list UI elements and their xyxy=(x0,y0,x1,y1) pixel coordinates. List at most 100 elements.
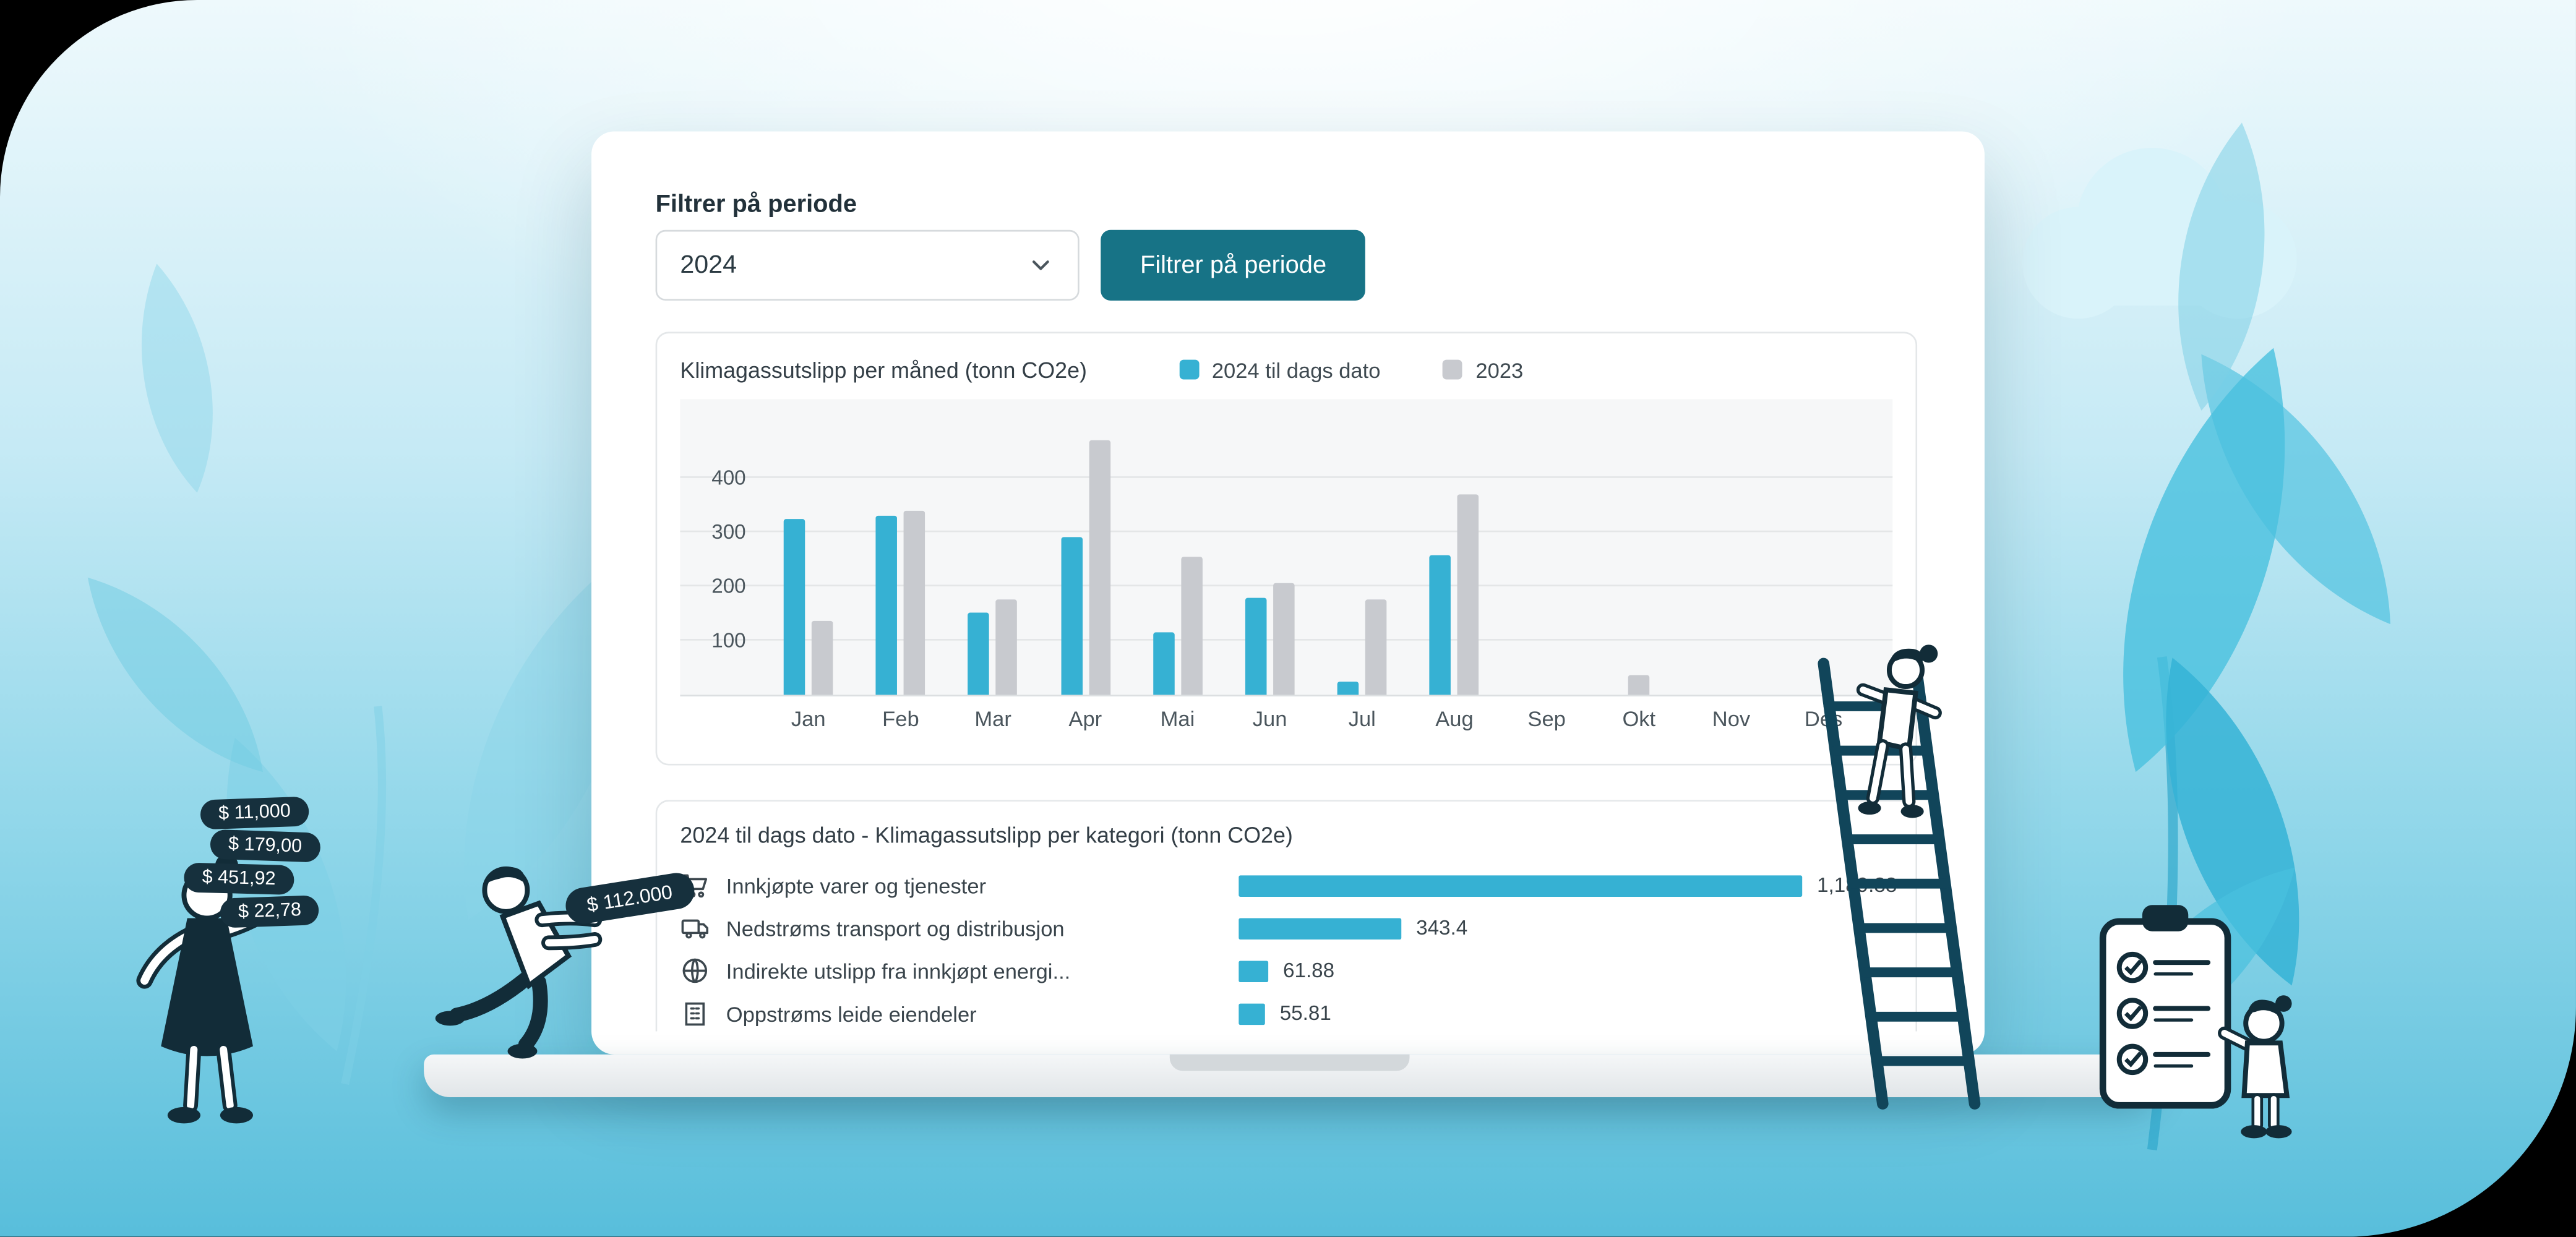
bar-2024-Jan xyxy=(783,519,805,695)
category-label: Indirekte utslipp fra innkjøpt energi... xyxy=(726,958,1071,983)
price-tag: $ 22,78 xyxy=(220,895,320,928)
bar-2024-Jul xyxy=(1337,682,1359,695)
x-tick-Feb: Feb xyxy=(882,706,919,731)
category-row: Innkjøpte varer og tjenester1,189.88 xyxy=(680,864,1897,907)
legend-item: 2024 til dags dato xyxy=(1179,357,1381,382)
price-tag: $ 451,92 xyxy=(183,862,294,895)
legend-label: 2024 til dags dato xyxy=(1211,357,1381,382)
category-row: Oppstrøms leide eiendeler 55.81 xyxy=(680,992,1892,1032)
monthly-chart-title: Klimagassutslipp per måned (tonn CO2e) xyxy=(680,357,1088,382)
bar-2023-Jun xyxy=(1273,583,1295,695)
legend-item: 2023 xyxy=(1443,357,1523,382)
monthly-emissions-card: Klimagassutslipp per måned (tonn CO2e) 2… xyxy=(655,332,1918,766)
legend-label: 2023 xyxy=(1475,357,1524,382)
building-icon xyxy=(680,999,710,1029)
bar-2023-Aug xyxy=(1458,494,1479,695)
laptop-base xyxy=(424,1054,2156,1097)
leaf-decoration-left xyxy=(60,258,779,1117)
bar-cell-Apr xyxy=(1039,399,1131,695)
category-chart-title: 2024 til dags dato - Klimagassutslipp pe… xyxy=(680,823,1293,848)
bar-2024-Mai xyxy=(1153,632,1175,695)
bar-2023-Mai xyxy=(1180,557,1203,695)
x-tick-Okt: Okt xyxy=(1622,706,1656,731)
x-tick-Sep: Sep xyxy=(1527,706,1566,731)
category-bar xyxy=(1239,875,1803,896)
bar-2024-Mar xyxy=(968,612,990,695)
price-tag-stack: $ 11,000 $ 179,00 $ 451,92 $ 22,78 xyxy=(183,796,320,928)
bar-cell-Feb xyxy=(854,399,947,695)
category-bar xyxy=(1239,917,1402,939)
x-tick-Nov: Nov xyxy=(1712,706,1751,731)
globe-icon xyxy=(680,956,710,986)
x-tick-Jan: Jan xyxy=(791,706,826,731)
gridline-300 xyxy=(680,530,1893,533)
bar-group-Feb xyxy=(876,510,925,695)
category-bar xyxy=(1239,960,1269,982)
laptop-screen: Filtrer på periode 2024 Filtrer på perio… xyxy=(591,131,1985,1055)
bar-group-Apr xyxy=(1060,440,1110,695)
x-tick-Jul: Jul xyxy=(1348,706,1376,731)
laptop-notch xyxy=(1169,1054,1410,1071)
x-tick-Mai: Mai xyxy=(1160,706,1195,731)
filter-button[interactable]: Filtrer på periode xyxy=(1101,229,1366,301)
bar-chart-plot: 100 200 300 400 xyxy=(680,399,1893,696)
y-tick-300: 300 xyxy=(711,520,746,544)
legend-swatch-icon xyxy=(1443,359,1463,380)
period-dropdown[interactable]: 2024 xyxy=(655,229,1080,301)
bar-cell-Nov xyxy=(1685,399,1777,695)
bar-2023-Mar xyxy=(996,599,1018,695)
bar-cell-Jan xyxy=(762,399,854,695)
bar-2023-Okt xyxy=(1628,675,1650,695)
category-row: Indirekte utslipp fra innkjøpt energi...… xyxy=(680,949,1892,992)
bar-cell-Okt xyxy=(1593,399,1685,695)
category-row-list: Innkjøpte varer og tjenester1,189.88Neds… xyxy=(680,864,1897,1032)
chevron-down-icon xyxy=(1032,260,1049,270)
bar-series xyxy=(762,399,1870,695)
monthly-card-header: Klimagassutslipp per måned (tonn CO2e) 2… xyxy=(680,355,1892,385)
category-label: Oppstrøms leide eiendeler xyxy=(726,1001,977,1026)
bar-group-Jun xyxy=(1245,583,1295,695)
y-tick-100: 100 xyxy=(711,629,746,653)
x-tick-Mar: Mar xyxy=(974,706,1011,731)
bar-2023-Jan xyxy=(812,620,833,695)
category-bar xyxy=(1239,1003,1265,1024)
bar-2023-Feb xyxy=(904,510,925,695)
price-tag: $ 11,000 xyxy=(200,796,309,830)
category-value: 61.88 xyxy=(1283,959,1335,983)
truck-icon xyxy=(680,914,710,943)
x-tick-Apr: Apr xyxy=(1068,706,1102,731)
x-tick-Jun: Jun xyxy=(1252,706,1287,731)
x-tick-Aug: Aug xyxy=(1435,706,1474,731)
category-label: Nedstrøms transport og distribusjon xyxy=(726,915,1065,941)
category-label: Innkjøpte varer og tjenester xyxy=(726,873,987,898)
bar-cell-Mai xyxy=(1131,399,1224,695)
bar-2024-Apr xyxy=(1060,537,1082,695)
bar-2023-Jul xyxy=(1365,599,1387,695)
category-emissions-card: 2024 til dags dato - Klimagassutslipp pe… xyxy=(655,800,1918,1032)
bar-group-Aug xyxy=(1430,494,1479,695)
x-axis-labels: Jan Feb Mar Apr Mai Jun Jul Aug Sep Okt Nov Des xyxy=(762,706,1870,731)
category-row: Nedstrøms transport og distribusjon 343.4 xyxy=(680,907,1892,949)
category-value: 55.81 xyxy=(1279,1001,1331,1025)
gridline-400 xyxy=(680,476,1893,478)
y-tick-200: 200 xyxy=(711,575,746,598)
pushing-person-illustration xyxy=(435,866,603,1059)
price-tag: $ 179,00 xyxy=(210,829,320,863)
bar-2024-Feb xyxy=(876,515,898,695)
bar-group-Mai xyxy=(1153,557,1203,695)
bar-2024-Jun xyxy=(1245,597,1267,695)
bar-cell-Sep xyxy=(1501,399,1593,695)
bar-cell-Mar xyxy=(947,399,1039,695)
bar-group-Jul xyxy=(1337,599,1387,695)
filter-section-label: Filtrer på periode xyxy=(655,190,857,219)
bar-group-Mar xyxy=(968,599,1018,695)
bar-group-Jan xyxy=(783,519,833,695)
bar-2024-Aug xyxy=(1430,555,1451,695)
ladder-climber-illustration xyxy=(1818,644,1981,1110)
bar-cell-Aug xyxy=(1408,399,1500,695)
bar-2023-Apr xyxy=(1088,440,1110,695)
